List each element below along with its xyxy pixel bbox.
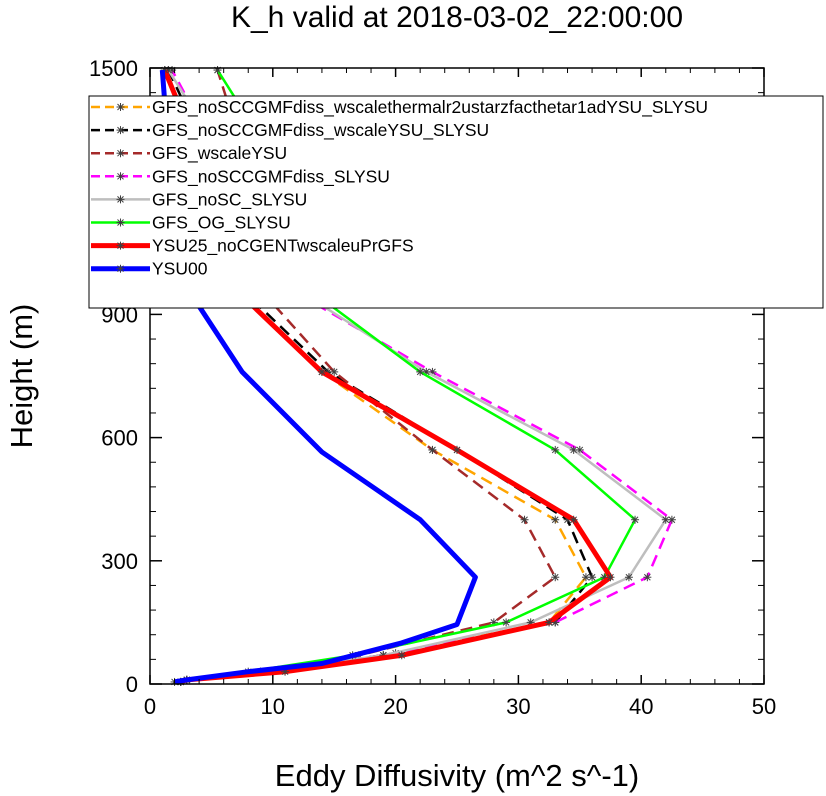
plot-frame (149, 67, 765, 685)
x-tick-label: 0 (144, 694, 156, 719)
data-point (606, 573, 615, 582)
legend-label: GFS_noSCCGMFdiss_wscalethermalr2ustarzfa… (152, 97, 708, 118)
legend-label: GFS_noSC_SLYSU (152, 189, 307, 210)
chart-title: K_h valid at 2018-03-02_22:00:00 (231, 1, 683, 34)
data-point (661, 515, 670, 524)
legend-item-gfs-nosccgmfdiss-wscaleysu-slysu: GFS_noSCCGMFdiss_wscaleYSU_SLYSU (91, 120, 489, 141)
legend-label: GFS_noSCCGMFdiss_SLYSU (152, 166, 390, 187)
legend-box (88, 95, 824, 309)
y-axis-title: Height (m) (4, 304, 39, 449)
x-tick-label: 50 (752, 694, 776, 719)
data-point (317, 367, 326, 376)
x-tick-label: 10 (261, 694, 285, 719)
data-point (520, 515, 529, 524)
data-point (551, 445, 560, 454)
legend-label: GFS_wscaleYSU (152, 143, 287, 164)
data-point (416, 367, 425, 376)
x-tick-label: 30 (506, 694, 530, 719)
data-point (330, 367, 339, 376)
y-tick-label: 600 (101, 426, 138, 451)
legend: GFS_noSCCGMFdiss_wscalethermalr2ustarzfa… (88, 95, 824, 309)
legend-label: YSU00 (152, 259, 208, 279)
legend-marker (116, 126, 125, 135)
data-point (631, 515, 640, 524)
data-point (551, 515, 560, 524)
data-point (453, 445, 461, 454)
y-tick-label: 300 (101, 549, 138, 574)
data-point (502, 618, 511, 627)
legend-marker (116, 195, 125, 204)
data-point (397, 651, 406, 660)
legend-item-gfs-nosccgmfdiss-slysu: GFS_noSCCGMFdiss_SLYSU (91, 166, 390, 187)
legend-item-gfs-wscaleysu: GFS_wscaleYSU (91, 143, 287, 164)
data-point (428, 445, 437, 454)
legend-marker (116, 241, 125, 250)
legend-item-gfs-nosc-slysu: GFS_noSC_SLYSU (91, 189, 307, 210)
legend-item-gfs-og-slysu: GFS_OG_SLYSU (91, 213, 291, 234)
data-point (551, 573, 560, 582)
legend-marker (116, 218, 125, 227)
legend-item-gfs-nosccgmfdiss-wscalethermalr2ustarzfacthetar1adysu-slysu: GFS_noSCCGMFdiss_wscalethermalr2ustarzfa… (91, 97, 708, 118)
legend-marker (116, 103, 125, 111)
data-point (569, 445, 578, 454)
data-point (545, 618, 554, 627)
y-tick-label: 1500 (89, 56, 138, 81)
x-tick-label: 40 (629, 694, 653, 719)
x-tick-label: 20 (383, 694, 407, 719)
legend-item-ysu00: YSU00 (91, 259, 208, 279)
data-point (588, 573, 597, 582)
tick-layer: 01020304050030060090012001500 (89, 56, 776, 719)
data-point (624, 573, 633, 582)
x-axis-title: Eddy Diffusivity (m^2 s^-1) (275, 758, 639, 793)
legend-item-ysu25-nocgentwscaleuprgfs: YSU25_noCGENTwscaleuPrGFS (91, 236, 414, 257)
y-tick-label: 0 (126, 672, 138, 697)
legend-marker (116, 149, 125, 158)
legend-label: GFS_noSCCGMFdiss_wscaleYSU_SLYSU (152, 120, 489, 141)
legend-label: GFS_OG_SLYSU (152, 213, 291, 234)
data-point (569, 515, 578, 524)
data-point (643, 573, 652, 582)
legend-label: YSU25_noCGENTwscaleuPrGFS (152, 236, 414, 257)
legend-marker (116, 264, 125, 273)
legend-marker (116, 172, 125, 181)
